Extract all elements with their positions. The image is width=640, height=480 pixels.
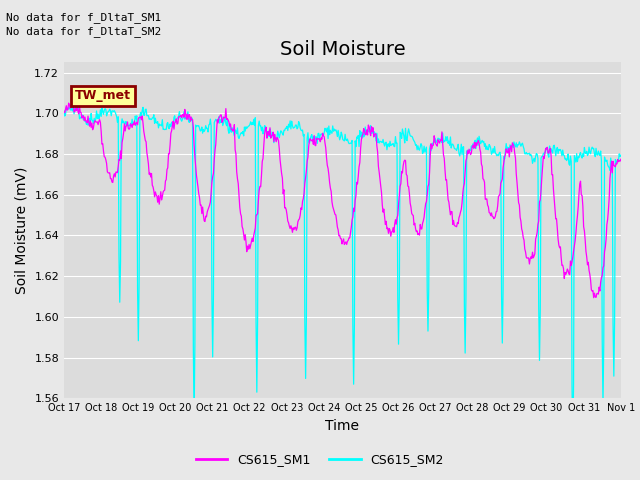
Text: No data for f_DltaT_SM2: No data for f_DltaT_SM2 (6, 26, 162, 37)
Legend: CS615_SM1, CS615_SM2: CS615_SM1, CS615_SM2 (191, 448, 449, 471)
Title: Soil Moisture: Soil Moisture (280, 40, 405, 60)
Text: No data for f_DltaT_SM1: No data for f_DltaT_SM1 (6, 12, 162, 23)
Y-axis label: Soil Moisture (mV): Soil Moisture (mV) (15, 167, 29, 294)
X-axis label: Time: Time (325, 419, 360, 433)
Text: TW_met: TW_met (75, 89, 131, 102)
